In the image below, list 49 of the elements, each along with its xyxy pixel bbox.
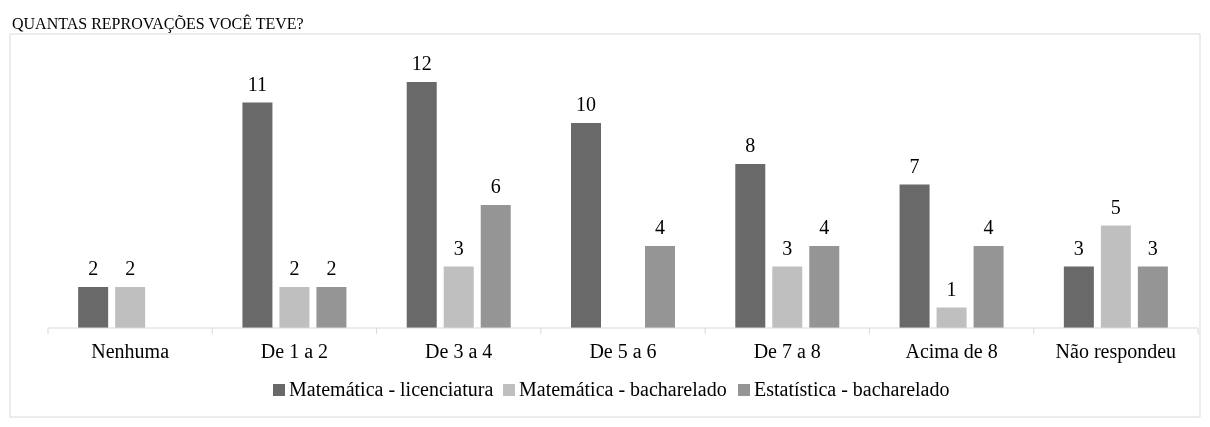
- data-label: 3: [453, 236, 464, 259]
- data-label: 8: [745, 134, 756, 156]
- bar: [809, 246, 840, 328]
- bar: [406, 82, 437, 328]
- legend-label: Matemática - licenciatura: [289, 378, 494, 400]
- data-label: 6: [490, 175, 501, 197]
- bar: [899, 184, 930, 328]
- data-label: 3: [1147, 236, 1158, 259]
- bar: [645, 246, 675, 328]
- bar: [571, 123, 601, 328]
- x-tick-label: Nenhuma: [91, 340, 170, 362]
- data-label: 4: [819, 216, 830, 238]
- bar: [115, 287, 146, 328]
- bar: [242, 102, 273, 328]
- bar: [936, 307, 967, 328]
- bar: [1137, 266, 1168, 328]
- bar: [973, 246, 1004, 328]
- data-label: 2: [125, 257, 136, 279]
- data-label: 11: [247, 72, 268, 95]
- legend-label: Matemática - bacharelado: [519, 378, 727, 400]
- data-label: 4: [655, 216, 665, 238]
- bar: [316, 287, 347, 328]
- data-label: 5: [1110, 195, 1121, 218]
- x-tick-label: De 1 a 2: [260, 340, 329, 362]
- data-label: 3: [1073, 236, 1084, 259]
- data-label: 12: [411, 52, 432, 74]
- x-tick-label: Acima de 8: [905, 340, 998, 362]
- x-tick-label: De 5 a 6: [589, 340, 657, 362]
- bar: [443, 266, 474, 328]
- bar: [1100, 225, 1131, 328]
- data-label: 1: [946, 277, 957, 300]
- x-tick-label: Não respondeu: [1055, 340, 1177, 363]
- x-tick-label: De 3 a 4: [425, 340, 493, 362]
- bar: [279, 287, 310, 328]
- data-label: 2: [289, 257, 300, 279]
- bar: [772, 266, 803, 328]
- x-tick-label: De 7 a 8: [753, 340, 821, 362]
- data-label: 7: [909, 154, 920, 177]
- data-label: 3: [782, 236, 793, 259]
- chart-title: QUANTAS REPROVAÇÕES VOCÊ TEVE?: [12, 14, 304, 33]
- data-label: 10: [576, 93, 596, 115]
- bar: [78, 287, 109, 328]
- data-label: 2: [326, 257, 337, 279]
- bar: [1063, 266, 1094, 328]
- data-label: 4: [983, 216, 994, 238]
- bar: [480, 205, 511, 328]
- bar: [735, 164, 766, 328]
- legend-label: Estatística - bacharelado: [754, 378, 950, 400]
- data-label: 2: [88, 257, 99, 279]
